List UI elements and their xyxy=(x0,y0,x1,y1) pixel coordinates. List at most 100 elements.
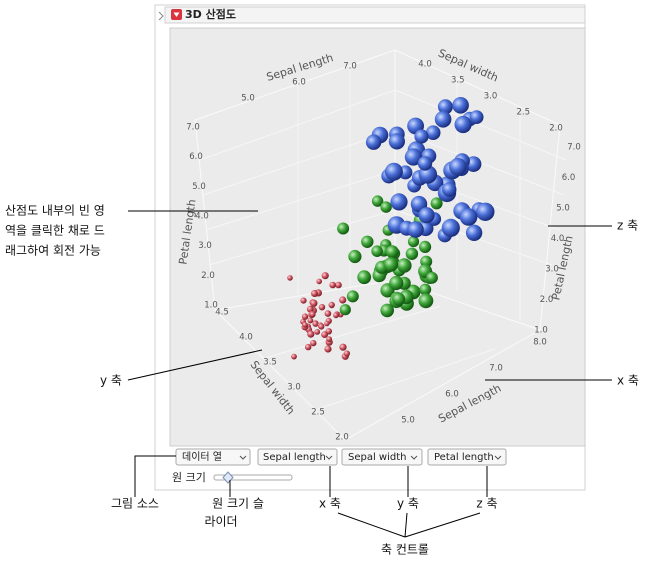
tick-label: 2.5 xyxy=(311,408,325,418)
point xyxy=(365,134,382,150)
point xyxy=(312,320,319,327)
point xyxy=(326,336,332,342)
callout-text: 축 컨트롤 xyxy=(381,543,429,557)
dropdown[interactable]: Sepal width xyxy=(341,448,423,466)
point xyxy=(390,193,408,211)
callout-text: 라이더 xyxy=(204,515,237,529)
tick-label: 5.0 xyxy=(401,416,415,426)
point xyxy=(346,290,359,303)
point xyxy=(425,125,441,140)
point xyxy=(307,317,314,324)
point xyxy=(339,343,347,351)
point xyxy=(392,292,406,306)
point xyxy=(306,305,314,313)
callout-text: 그림 소스 xyxy=(111,497,159,511)
point xyxy=(465,224,483,241)
grid-lines xyxy=(264,66,521,411)
point xyxy=(418,293,434,309)
dropdown-label: Sepal width xyxy=(348,452,407,463)
tick-label: 2.0 xyxy=(335,433,349,443)
tick-label: 2.5 xyxy=(516,108,530,118)
point xyxy=(384,162,403,181)
tick-label: 7.0 xyxy=(343,62,357,72)
point xyxy=(380,303,395,318)
point xyxy=(385,245,399,259)
callout-text: z 축 xyxy=(617,219,638,233)
dropdown-label: Sepal length xyxy=(263,452,326,463)
point xyxy=(442,182,457,197)
point xyxy=(328,301,335,309)
point xyxy=(419,283,432,296)
point xyxy=(426,271,438,284)
tick-label: 6.0 xyxy=(445,390,459,400)
tick-label: 3.5 xyxy=(263,358,277,368)
tick-label: 8.0 xyxy=(533,338,547,348)
tick-label: 3.0 xyxy=(545,265,559,275)
tick-label: 6.0 xyxy=(189,152,203,162)
point xyxy=(343,350,350,357)
tick-label: 3.0 xyxy=(484,92,498,102)
point xyxy=(339,304,351,316)
point xyxy=(449,158,467,176)
callout-text: x 축 xyxy=(617,374,639,388)
tick-label: 3.0 xyxy=(287,383,301,393)
point xyxy=(361,235,374,248)
panel-title: 3D 산점도 xyxy=(185,7,236,21)
point xyxy=(311,290,318,297)
point xyxy=(318,323,325,330)
point xyxy=(383,257,399,272)
dropdown[interactable]: Petal length xyxy=(427,448,507,466)
point xyxy=(357,270,372,285)
point xyxy=(430,197,443,210)
dropdown-label: Petal length xyxy=(434,452,494,463)
point xyxy=(405,247,419,260)
point xyxy=(300,297,307,304)
tick-label: 7.0 xyxy=(186,123,200,133)
point xyxy=(335,281,342,289)
tick-label: 7.0 xyxy=(567,143,581,153)
point xyxy=(324,345,332,353)
point xyxy=(414,129,429,144)
point xyxy=(329,281,337,289)
point xyxy=(454,115,472,134)
tick-label: 5.0 xyxy=(241,94,255,104)
point xyxy=(441,218,460,237)
tick-label: 3.5 xyxy=(451,76,465,86)
point xyxy=(310,299,318,307)
point xyxy=(371,245,383,257)
point xyxy=(380,201,392,213)
ticks: 7.0 6.0 5.0 4.0 3.0 2.0 1.0 7.0 6.0 5.0 4.0 3.5 3.0 2… xyxy=(186,60,581,443)
tick-label: 4.0 xyxy=(551,234,565,244)
point xyxy=(309,311,316,318)
dropdown[interactable]: 데이터 열 xyxy=(175,448,251,466)
point xyxy=(307,330,315,338)
tick-label: 2.0 xyxy=(540,295,554,305)
point xyxy=(301,313,309,320)
outline-toggle[interactable] xyxy=(158,11,164,21)
slider-label: 원 크기 xyxy=(172,471,206,484)
point xyxy=(339,296,347,304)
plot-area[interactable] xyxy=(169,27,586,447)
point xyxy=(452,97,469,114)
callout-text: z 축 xyxy=(476,497,497,511)
panel-header xyxy=(164,6,586,24)
tick-label: 4.5 xyxy=(215,308,229,318)
callout-text: x 축 xyxy=(319,497,341,511)
tick-label: 6.0 xyxy=(292,78,306,88)
point xyxy=(404,148,422,166)
points xyxy=(287,97,495,360)
tick-label: 5.0 xyxy=(556,204,570,214)
point xyxy=(321,272,329,280)
slider-track[interactable] xyxy=(213,474,293,481)
point xyxy=(291,353,297,360)
dropdown[interactable]: Sepal length xyxy=(257,448,338,466)
callout-text: 역을 클릭한 채로 드 xyxy=(5,224,105,238)
point xyxy=(469,110,484,124)
point xyxy=(337,222,350,235)
callout-text: y 축 xyxy=(397,497,419,511)
point xyxy=(407,236,420,248)
point xyxy=(419,240,432,253)
tick-label: 4.0 xyxy=(239,333,253,343)
tick-label: 2.0 xyxy=(549,124,563,134)
callout-text: 래그하여 회전 가능 xyxy=(5,244,101,258)
